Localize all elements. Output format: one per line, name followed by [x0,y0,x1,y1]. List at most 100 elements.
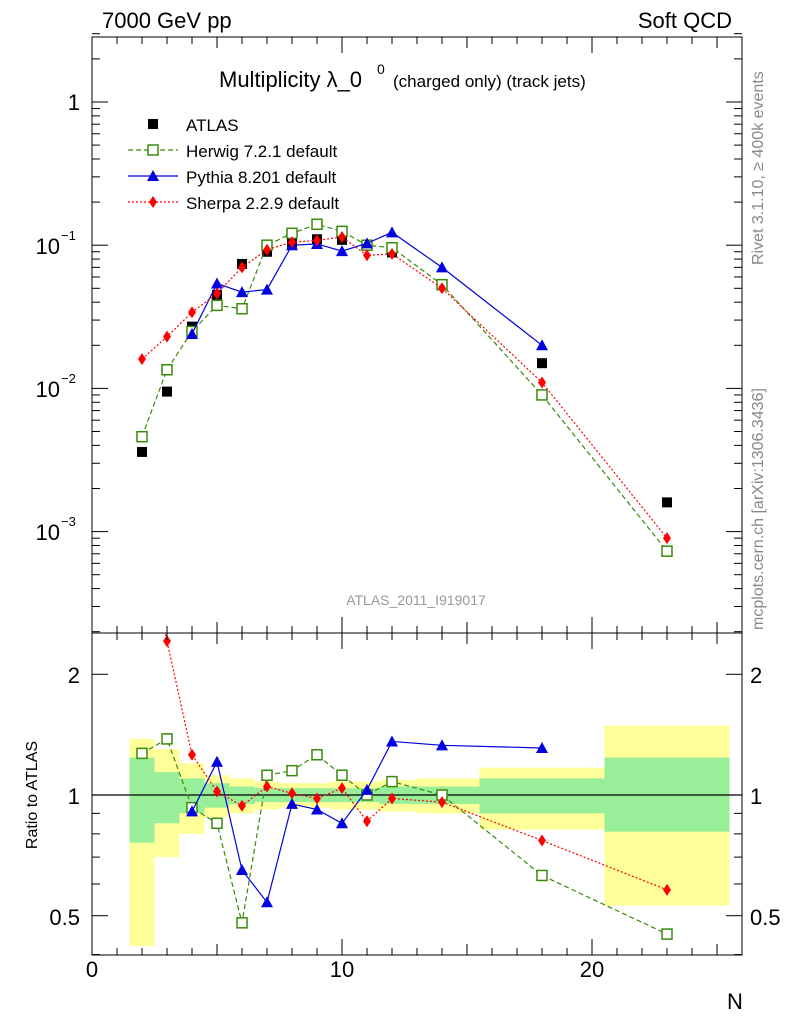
ratio-point-sherpa [188,748,196,761]
data-point-pythia [211,277,223,289]
legend-marker-atlas [148,119,158,129]
data-point-pythia [261,283,273,295]
ratio-content [92,531,742,947]
ratio-point-sherpa [163,635,171,648]
ratio-point-pythia [261,896,273,908]
ratio-point-pythia [436,739,448,751]
ratio-point-herwig [311,749,323,761]
side-labels: Rivet 3.1.10, ≥ 400k events mcplots.cern… [750,71,767,630]
ytick-label-base: 10 [36,520,60,545]
ratio-point-sherpa [238,799,246,812]
data-point-sherpa [538,376,546,389]
ratio-point-herwig [661,928,673,940]
legend-marker-sherpa [149,196,157,208]
header-right: Soft QCD [638,8,732,33]
ratio-point-herwig [261,769,273,782]
y-axis-label: Ratio to ATLAS [24,741,41,849]
data-point-sherpa [138,353,146,366]
data-point-sherpa [338,231,346,244]
legend-markers [128,119,178,208]
data-point-herwig [311,218,323,231]
xtick-label: 10 [330,957,354,982]
ytick-label-base: 10 [36,234,60,259]
ratio-ytick-label: 2 [68,663,80,688]
title-main: Multiplicity λ_0 [219,67,362,92]
uncertainty-band-inner [479,778,605,814]
data-point-sherpa [238,261,246,274]
ratio-ticks [91,633,743,956]
data-point-herwig [136,430,148,443]
data-point-herwig [661,545,673,557]
ratio-point-sherpa [663,883,671,896]
ratio-point-pythia [236,864,248,876]
data-point-sherpa [288,236,296,249]
ratio-series-herwig [136,733,673,940]
ratio-point-pythia [211,755,223,767]
data-point-pythia [361,237,373,249]
data-point-herwig [161,363,173,376]
ratio-point-herwig [386,775,398,788]
analysis-watermark: ATLAS_2011_I919017 [346,592,486,608]
mcplots-label: mcplots.cern.ch [arXiv:1306.3436] [750,388,767,630]
uncertainty-band-inner [154,772,180,824]
ytick-label-1: 1 [68,90,80,115]
data-point-sherpa [663,532,671,545]
ytick-label-exponent: −3 [61,514,76,529]
ratio-point-sherpa [363,815,371,828]
ytick-label-exponent: −2 [61,371,76,386]
legend-label-pythia: Pythia 8.201 default [186,168,337,187]
ratio-ytick-labels-left: 2 1 0.5 [49,663,80,930]
ratio-ytick-label-right: 1 [750,784,762,809]
ratio-point-sherpa [288,787,296,800]
ratio-point-sherpa [538,834,546,847]
ratio-point-pythia [386,735,398,747]
ratio-panel: 2 1 0.5 2 1 0.5 0 10 20 N Ratio to ATLAS [24,531,781,1014]
ratio-point-herwig [211,817,223,830]
ratio-ytick-label: 1 [68,784,80,809]
data-point-pythia [386,226,398,238]
series-sherpa [138,231,671,545]
ratio-ytick-labels-right: 2 1 0.5 [750,663,781,930]
ratio-series-pythia [186,735,548,908]
main-ticks [91,33,743,633]
ratio-ytick-label: 0.5 [49,905,80,930]
data-point-atlas [662,497,672,508]
ratio-point-pythia [536,741,548,753]
ratio-point-pythia [311,803,323,815]
ytick-label-base: 10 [36,377,60,402]
legend-label-herwig: Herwig 7.2.1 default [186,142,337,161]
data-point-pythia [186,327,198,339]
data-point-pythia [336,245,348,257]
legend-marker-herwig [147,144,159,156]
series-herwig [136,218,673,557]
data-point-sherpa [438,282,446,295]
ratio-point-pythia [336,817,348,829]
data-point-sherpa [213,287,221,300]
series-line-herwig [141,223,668,552]
ratio-point-herwig [286,764,298,777]
ratio-ytick-label-right: 0.5 [750,905,781,930]
data-point-pythia [536,339,548,351]
ratio-point-sherpa [213,785,221,798]
data-point-herwig [211,299,223,312]
ratio-point-sherpa [263,780,271,793]
series-pythia [186,226,548,351]
rivet-label: Rivet 3.1.10, ≥ 400k events [750,71,767,265]
main-ytick-labels: 1 10 −1 10 −2 10 −3 [36,90,80,545]
ratio-ytick-label-right: 2 [750,663,762,688]
xtick-labels: 0 10 20 [86,957,604,982]
title-superscript: 0 [377,61,385,77]
ratio-point-sherpa [338,782,346,795]
chart-title: Multiplicity λ_0 0 (charged only) (track… [219,61,586,92]
ratio-point-herwig [536,869,548,882]
data-point-atlas [137,446,147,457]
data-point-sherpa [263,243,271,256]
ratio-point-herwig [161,733,173,745]
ratio-point-sherpa [313,792,321,805]
legend: ATLAS Herwig 7.2.1 default Pythia 8.201 … [128,116,339,213]
data-point-atlas [537,358,547,369]
data-point-sherpa [388,247,396,260]
ratio-point-sherpa [138,531,146,543]
data-point-atlas [162,386,172,397]
